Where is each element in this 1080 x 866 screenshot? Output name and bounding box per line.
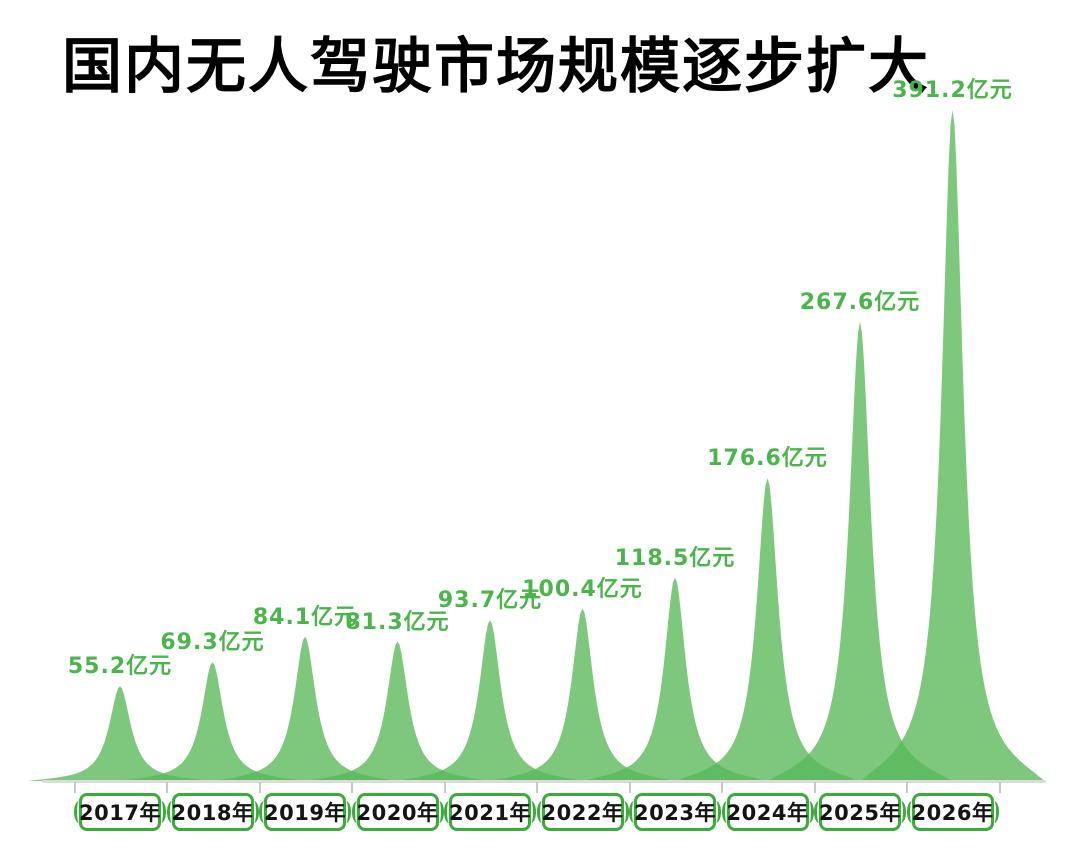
year-badge-2023年: 2023年 xyxy=(629,793,721,831)
year-badge-2017年: 2017年 xyxy=(74,793,166,831)
value-label-2019年: 84.1亿元 xyxy=(252,604,358,630)
chart-title: 国内无人驾驶市场规模逐步扩大 xyxy=(62,32,930,102)
value-label-2017年: 55.2亿元 xyxy=(67,654,173,680)
year-badge-2018年: 2018年 xyxy=(166,793,259,831)
year-badge-2021年: 2021年 xyxy=(444,793,536,831)
value-label-2026年: 391.2亿元 xyxy=(892,78,1013,103)
peak-area-2025年 xyxy=(768,322,952,781)
year-badge-2025年: 2025年 xyxy=(814,793,906,831)
peak-area-2024年 xyxy=(675,478,860,781)
year-badge-2022年: 2022年 xyxy=(536,793,629,831)
peak-area-2026年 xyxy=(860,110,1045,781)
value-label-2018年: 69.3亿元 xyxy=(160,630,265,656)
peak-area-2019年 xyxy=(213,636,397,781)
value-label-2024年: 176.6亿元 xyxy=(707,446,828,472)
year-badge-2019年: 2019年 xyxy=(259,793,351,831)
value-label-2022年: 100.4亿元 xyxy=(522,576,643,602)
value-label-2025年: 267.6亿元 xyxy=(799,290,921,315)
x-axis-tick xyxy=(721,782,724,793)
peak-area-2022年 xyxy=(490,608,675,781)
x-axis-tick xyxy=(351,782,354,793)
value-label-2021年: 93.7亿元 xyxy=(437,588,543,614)
x-axis-tick xyxy=(258,782,261,793)
peak-area-2017年 xyxy=(28,686,212,781)
x-axis-tick xyxy=(166,782,169,793)
year-badge-2020年: 2020年 xyxy=(351,793,444,831)
year-badge-2024年: 2024年 xyxy=(721,793,814,831)
peak-area-2023年 xyxy=(583,577,767,781)
value-label-2023年: 118.5亿元 xyxy=(614,545,736,571)
year-badge-2026年: 2026年 xyxy=(906,793,999,831)
x-axis-tick xyxy=(998,782,1001,793)
peak-area-2018年 xyxy=(120,662,305,781)
x-axis-tick xyxy=(443,782,446,793)
x-axis-tick xyxy=(73,782,76,793)
value-label-2020年: 81.3亿元 xyxy=(345,609,450,635)
x-axis-baseline xyxy=(42,780,1046,783)
x-axis-tick xyxy=(536,782,539,793)
x-axis-tick xyxy=(813,782,816,793)
peak-area-2021年 xyxy=(398,620,582,781)
x-axis-tick xyxy=(906,782,909,793)
peak-area-2020年 xyxy=(305,641,490,781)
x-axis-tick xyxy=(628,782,631,793)
